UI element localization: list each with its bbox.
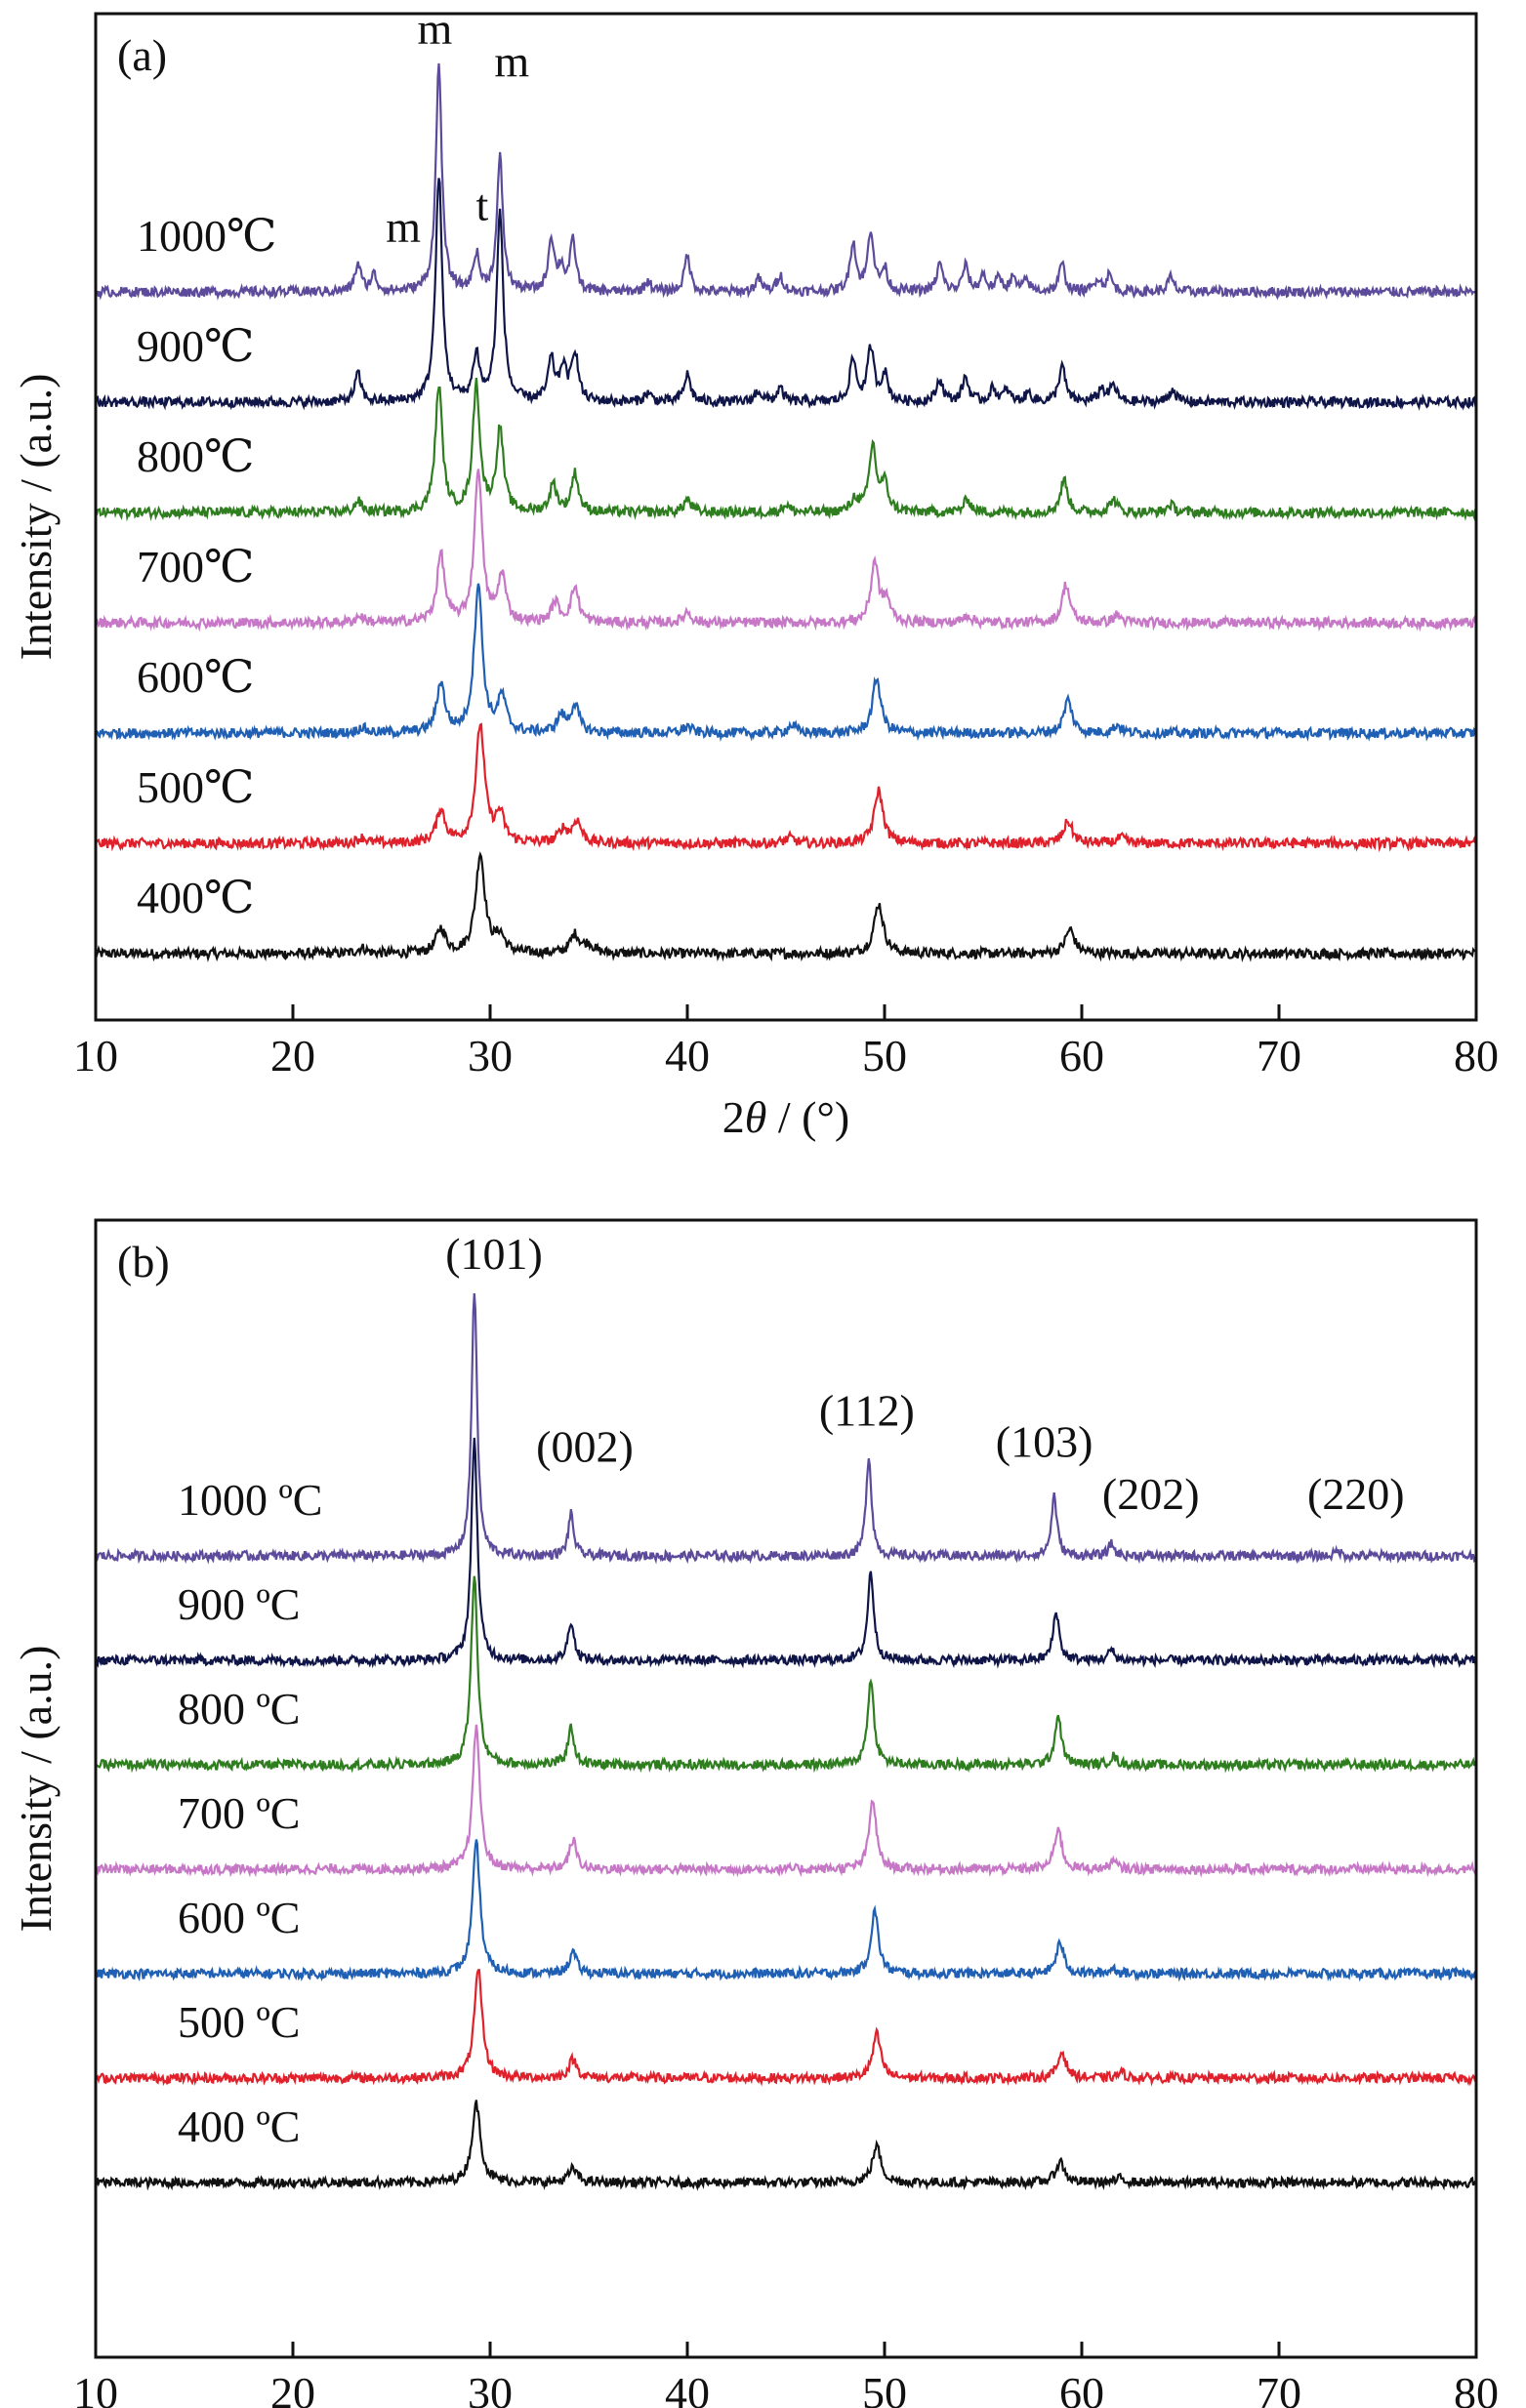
series-label: 700 ºC — [178, 1788, 300, 1838]
panel-label: (a) — [117, 30, 167, 80]
series-label: 1000℃ — [137, 211, 276, 261]
series-line-3 — [94, 469, 1477, 633]
series-line-1 — [94, 722, 1477, 853]
series-label: 500 ºC — [178, 1997, 300, 2047]
x-tick-label: 30 — [468, 1031, 513, 1081]
x-tick-label: 10 — [73, 2368, 118, 2408]
y-axis-label: Intensity / (a.u.) — [11, 374, 61, 661]
series-line-1 — [94, 1969, 1478, 2087]
series-line-2 — [95, 583, 1478, 743]
series-line-0 — [94, 851, 1476, 963]
x-tick-label: 70 — [1257, 1031, 1301, 1081]
x-tick-label: 70 — [1257, 2368, 1301, 2408]
series-label: 400 ºC — [178, 2102, 300, 2151]
x-tick-label: 40 — [665, 1031, 710, 1081]
x-tick-label: 60 — [1059, 1031, 1104, 1081]
series-label: 400℃ — [137, 873, 254, 922]
plot-frame — [94, 1218, 1478, 2359]
series-line-5 — [94, 1437, 1478, 1669]
x-tick-label: 80 — [1454, 1031, 1499, 1081]
series-line-4 — [94, 1575, 1478, 1774]
series-label: 900℃ — [137, 321, 254, 371]
series-label: 600 ºC — [178, 1893, 300, 1942]
panel-b: 400 ºC 500 ºC 600 ºC 700 ºC 800 ºC 900 ºC 1000… — [11, 1218, 1499, 2408]
x-tick-label: 50 — [862, 2368, 907, 2408]
x-tick-label: 80 — [1454, 2368, 1499, 2408]
peak-annotation: (101) — [445, 1229, 543, 1279]
x-tick-label: 40 — [665, 2368, 710, 2408]
x-tick-label: 20 — [270, 1031, 315, 1081]
x-tick-label: 10 — [73, 1031, 118, 1081]
peak-annotation: (103) — [996, 1416, 1093, 1466]
series-label: 1000 ºC — [178, 1475, 322, 1525]
plot-frame — [94, 12, 1478, 1022]
series-label: 900 ºC — [178, 1579, 300, 1629]
series-line-6 — [94, 1293, 1478, 1565]
panel-label: (b) — [117, 1237, 170, 1286]
peak-annotation: m — [418, 4, 453, 54]
series-line-3 — [95, 1724, 1478, 1878]
peak-annotation: (112) — [819, 1385, 915, 1435]
x-tick-label: 20 — [270, 2368, 315, 2408]
series-line-5 — [94, 178, 1477, 411]
series-label: 700℃ — [137, 542, 254, 592]
x-tick-label: 60 — [1059, 2368, 1104, 2408]
series-label: 800℃ — [137, 431, 254, 481]
peak-annotation: m — [494, 37, 529, 87]
series-line-4 — [94, 377, 1478, 522]
peak-annotation: m — [386, 202, 421, 252]
x-tick-label: 50 — [862, 1031, 907, 1081]
peak-annotation: t — [476, 181, 489, 230]
series-label: 600℃ — [137, 652, 254, 702]
peak-annotation: (220) — [1307, 1469, 1405, 1519]
x-tick-label: 30 — [468, 2368, 513, 2408]
series-label: 800 ºC — [178, 1684, 300, 1734]
series-label: 500℃ — [137, 762, 254, 812]
series-line-6 — [94, 62, 1478, 301]
peak-annotation: (202) — [1102, 1469, 1200, 1519]
x-axis-label: 2θ / (°) — [722, 1092, 849, 1142]
series-line-2 — [94, 1839, 1478, 1982]
peak-annotation: (002) — [536, 1422, 634, 1472]
y-axis-label: Intensity / (a.u.) — [11, 1646, 61, 1933]
series-line-0 — [94, 2100, 1478, 2191]
